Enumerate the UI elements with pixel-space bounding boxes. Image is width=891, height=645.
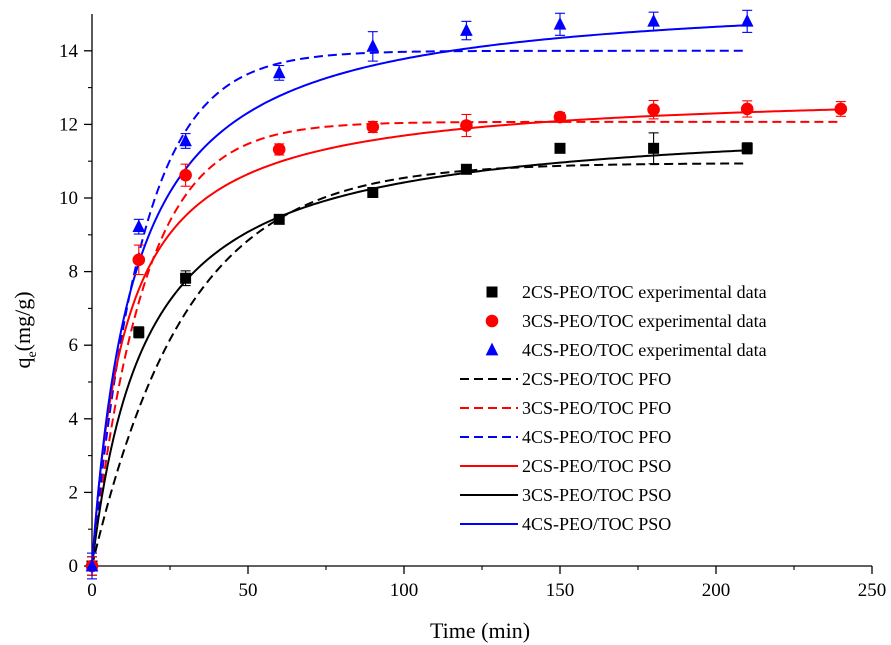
legend-marker-2 bbox=[485, 314, 499, 328]
y-tick-label: 0 bbox=[69, 556, 79, 577]
x-tick-label: 200 bbox=[702, 580, 731, 601]
y-tick-label: 14 bbox=[59, 41, 79, 62]
data-point-series-2 bbox=[366, 120, 380, 134]
plot-axes: 0 50 100 150 200 250 0 2 4 6 8 10 12 14 bbox=[59, 14, 886, 601]
legend-label: 4CS-PEO/TOC PSO bbox=[522, 514, 671, 534]
x-tick-label: 150 bbox=[546, 580, 575, 601]
data-point-series-3 bbox=[85, 558, 99, 572]
data-point-series-2 bbox=[179, 168, 192, 182]
data-point-series-3 bbox=[553, 16, 567, 30]
y-axis-label: qe(mg/g) bbox=[10, 291, 40, 368]
data-point-series-2 bbox=[553, 110, 567, 124]
y-axis-label-unit: (mg/g) bbox=[10, 291, 35, 351]
data-point-series-1 bbox=[460, 163, 472, 175]
x-tick-label: 250 bbox=[858, 580, 887, 601]
data-point-series-3 bbox=[132, 219, 146, 233]
y-tick-label: 2 bbox=[69, 482, 79, 503]
data-point-series-3 bbox=[460, 23, 473, 36]
legend-label: 2CS-PEO/TOC PSO bbox=[522, 456, 671, 476]
model-curve-1 bbox=[91, 162, 748, 567]
data-point-series-3 bbox=[272, 65, 286, 79]
legend-marker-3 bbox=[485, 342, 499, 356]
data-point-series-2 bbox=[834, 102, 848, 116]
y-axis-label-sub: e bbox=[25, 351, 40, 357]
data-point-series-1 bbox=[741, 142, 753, 154]
data-point-series-2 bbox=[740, 102, 754, 116]
data-point-series-2 bbox=[647, 103, 660, 116]
legend-label: 4CS-PEO/TOC experimental data bbox=[522, 340, 767, 360]
x-tick-label: 50 bbox=[239, 580, 258, 601]
x-tick-label: 0 bbox=[87, 580, 97, 601]
x-axis-label: Time (min) bbox=[430, 618, 530, 643]
data-point-series-2 bbox=[132, 253, 146, 267]
legend-label: 3CS-PEO/TOC experimental data bbox=[522, 311, 767, 331]
model-curve-6 bbox=[91, 24, 748, 567]
y-tick-label: 6 bbox=[69, 335, 79, 356]
legend-label: 3CS-PEO/TOC PFO bbox=[522, 398, 671, 418]
data-point-series-1 bbox=[133, 326, 145, 338]
x-tick-label: 100 bbox=[390, 580, 419, 601]
legend-label: 2CS-PEO/TOC PFO bbox=[522, 369, 671, 389]
data-point-series-1 bbox=[180, 272, 192, 284]
data-point-series-3 bbox=[647, 14, 660, 27]
legend: 2CS-PEO/TOC experimental data 3CS-PEO/TOC… bbox=[460, 282, 767, 534]
legend-marker-1 bbox=[486, 286, 498, 298]
data-point-series-3 bbox=[179, 133, 192, 147]
experimental-points bbox=[85, 9, 848, 580]
data-point-series-1 bbox=[554, 142, 566, 154]
data-point-series-3 bbox=[740, 14, 754, 27]
data-point-series-1 bbox=[648, 142, 660, 154]
y-tick-label: 8 bbox=[69, 262, 79, 283]
data-point-series-2 bbox=[272, 143, 286, 156]
legend-label: 4CS-PEO/TOC PFO bbox=[522, 427, 671, 447]
legend-label: 3CS-PEO/TOC PSO bbox=[522, 485, 671, 505]
data-point-series-3 bbox=[366, 39, 380, 52]
data-point-series-2 bbox=[460, 119, 473, 132]
legend-label: 2CS-PEO/TOC experimental data bbox=[522, 282, 767, 302]
model-curve-3 bbox=[91, 49, 748, 567]
y-tick-label: 12 bbox=[59, 114, 78, 135]
y-axis-label-main: q bbox=[10, 358, 35, 369]
model-curve-4 bbox=[91, 108, 841, 567]
data-point-series-1 bbox=[367, 186, 379, 198]
data-point-series-1 bbox=[273, 213, 285, 225]
y-tick-label: 4 bbox=[69, 409, 79, 430]
model-curve-5 bbox=[91, 149, 748, 567]
y-tick-label: 10 bbox=[59, 188, 78, 209]
